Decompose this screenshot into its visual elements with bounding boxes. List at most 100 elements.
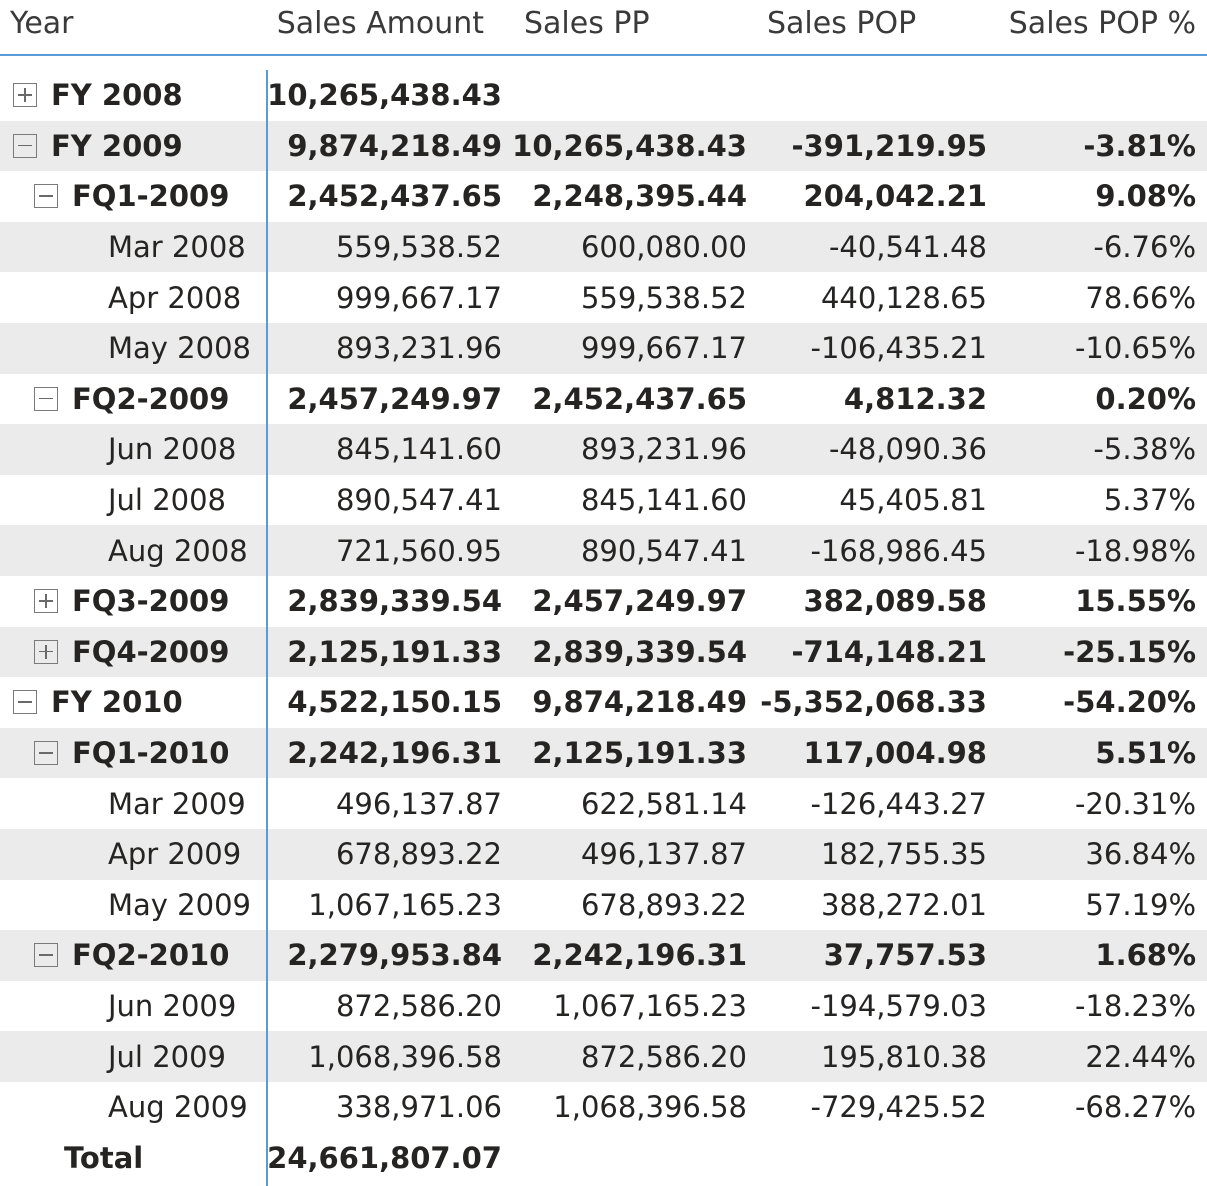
- cell-sales-pop: -391,219.95: [791, 128, 988, 163]
- cell-sales-amount: 10,265,438.43: [267, 78, 502, 113]
- row-label: FQ2-2009: [72, 381, 230, 416]
- cell-sales-pop-pct: 22.44%: [1085, 1039, 1196, 1074]
- collapse-minus-icon[interactable]: [34, 943, 58, 968]
- cell-sales-amount: 845,141.60: [335, 432, 502, 467]
- cell-sales-pp: 2,839,339.54: [532, 634, 747, 669]
- row-label: Apr 2009: [108, 837, 242, 872]
- row-label: Jun 2009: [108, 988, 237, 1023]
- collapse-minus-icon[interactable]: [34, 741, 58, 766]
- table-row: FQ3-2009 2,839,339.54 2,457,249.97 382,0…: [0, 576, 1207, 627]
- cell-sales-pop: -5,352,068.33: [760, 685, 987, 720]
- cell-sales-pp: 2,242,196.31: [532, 938, 747, 973]
- cell-sales-pop-pct: 36.84%: [1085, 837, 1196, 872]
- column-header-sales-amount[interactable]: Sales Amount: [276, 6, 484, 41]
- collapse-minus-icon[interactable]: [34, 184, 58, 209]
- cell-sales-pop-pct: -54.20%: [1063, 685, 1196, 720]
- cell-sales-pop: -194,579.03: [810, 988, 987, 1023]
- cell-sales-amount: 2,279,953.84: [287, 938, 502, 973]
- table-row: Apr 2009 678,893.22 496,137.87 182,755.3…: [0, 828, 1207, 880]
- cell-sales-pop-pct: 5.37%: [1103, 483, 1196, 518]
- cell-sales-pop: 45,405.81: [839, 483, 987, 518]
- row-label: FQ1-2009: [72, 179, 230, 214]
- cell-sales-amount: 338,971.06: [335, 1090, 502, 1125]
- cell-sales-pp: 1,067,165.23: [553, 988, 747, 1023]
- cell-sales-pop-pct: 0.20%: [1095, 381, 1196, 416]
- cell-sales-pop: 440,128.65: [820, 280, 987, 315]
- cell-sales-pop-pct: 5.51%: [1095, 736, 1196, 771]
- cell-sales-pop-pct: -25.15%: [1063, 634, 1196, 669]
- collapse-minus-icon[interactable]: [34, 386, 58, 411]
- cell-sales-amount: 721,560.95: [335, 533, 502, 568]
- cell-sales-pop: 182,755.35: [820, 837, 987, 872]
- cell-sales-pop: 117,004.98: [803, 736, 987, 771]
- cell-sales-amount: 2,839,339.54: [287, 584, 502, 619]
- expand-plus-icon[interactable]: [34, 589, 58, 614]
- collapse-minus-icon[interactable]: [13, 690, 37, 715]
- table-row: May 2009 1,067,165.23 678,893.22 388,272…: [0, 880, 1207, 931]
- table-row: FQ2-2010 2,279,953.84 2,242,196.31 37,75…: [0, 930, 1207, 981]
- row-label: FY 2009: [51, 128, 183, 163]
- cell-sales-pop-pct: -5.38%: [1093, 432, 1196, 467]
- cell-sales-pop: -126,443.27: [810, 786, 987, 821]
- cell-sales-amount: 872,586.20: [335, 988, 502, 1023]
- row-label: FY 2010: [51, 685, 183, 720]
- cell-sales-amount: 2,452,437.65: [287, 179, 502, 214]
- cell-sales-pp: 2,248,395.44: [532, 179, 747, 214]
- cell-sales-pop-pct: -3.81%: [1083, 128, 1196, 163]
- row-label: Mar 2009: [108, 786, 246, 821]
- cell-sales-amount: 4,522,150.15: [287, 685, 502, 720]
- cell-sales-pp: 845,141.60: [580, 483, 747, 518]
- table-row: Jul 2008 890,547.41 845,141.60 45,405.81…: [0, 475, 1207, 526]
- row-label: Jun 2008: [108, 432, 237, 467]
- row-label: FQ4-2009: [72, 634, 230, 669]
- expand-plus-icon[interactable]: [13, 83, 37, 108]
- row-label: FY 2008: [51, 78, 183, 113]
- cell-sales-pp: 999,667.17: [580, 331, 747, 366]
- cell-sales-amount: 1,067,165.23: [308, 887, 502, 922]
- cell-sales-amount: 2,242,196.31: [287, 736, 502, 771]
- cell-sales-pp: 2,452,437.65: [532, 381, 747, 416]
- cell-sales-pp: 1,068,396.58: [553, 1090, 747, 1125]
- cell-sales-pop: -729,425.52: [810, 1090, 987, 1125]
- cell-sales-pp: 496,137.87: [580, 837, 747, 872]
- cell-sales-pop-pct: -20.31%: [1074, 786, 1196, 821]
- row-label: FQ2-2010: [72, 938, 230, 973]
- table-row: FQ2-2009 2,457,249.97 2,452,437.65 4,812…: [0, 374, 1207, 425]
- column-header-sales-pp[interactable]: Sales PP: [524, 6, 650, 41]
- collapse-minus-icon[interactable]: [13, 133, 37, 158]
- column-header-row: Year Sales Amount Sales PP Sales POP Sal…: [0, 0, 1207, 56]
- cell-sales-pop: -48,090.36: [828, 432, 987, 467]
- cell-sales-amount: 2,457,249.97: [287, 381, 502, 416]
- cell-sales-pop-pct: 78.66%: [1085, 280, 1196, 315]
- row-label: Jul 2008: [108, 483, 227, 518]
- table-row: Aug 2009 338,971.06 1,068,396.58 -729,42…: [0, 1082, 1207, 1133]
- cell-sales-pop: 37,757.53: [823, 938, 987, 973]
- column-header-year[interactable]: Year: [10, 6, 74, 41]
- cell-sales-pop: 4,812.32: [843, 381, 987, 416]
- column-header-sales-pop-pct[interactable]: Sales POP %: [1008, 6, 1196, 41]
- cell-sales-pop-pct: 9.08%: [1095, 179, 1196, 214]
- cell-sales-amount: 1,068,396.58: [308, 1039, 502, 1074]
- cell-sales-pp: 10,265,438.43: [512, 128, 747, 163]
- cell-sales-pop: -106,435.21: [810, 331, 987, 366]
- table-row: Aug 2008 721,560.95 890,547.41 -168,986.…: [0, 525, 1207, 576]
- cell-sales-pp: 890,547.41: [580, 533, 747, 568]
- cell-sales-pop: 388,272.01: [820, 887, 987, 922]
- table-row: Mar 2008 559,538.52 600,080.00 -40,541.4…: [0, 221, 1207, 273]
- column-header-sales-pop[interactable]: Sales POP: [767, 6, 917, 41]
- cell-sales-pop: -40,541.48: [828, 230, 987, 265]
- cell-sales-pop: 204,042.21: [803, 179, 987, 214]
- cell-sales-amount: 893,231.96: [335, 331, 502, 366]
- table-row: FQ1-2010 2,242,196.31 2,125,191.33 117,0…: [0, 727, 1207, 779]
- cell-sales-amount: 2,125,191.33: [287, 634, 502, 669]
- cell-sales-pop-pct: -6.76%: [1093, 230, 1196, 265]
- table-row: Mar 2009 496,137.87 622,581.14 -126,443.…: [0, 778, 1207, 829]
- table-row: FY 2009 9,874,218.49 10,265,438.43 -391,…: [0, 120, 1207, 172]
- expand-plus-icon[interactable]: [34, 639, 58, 664]
- cell-sales-pp: 678,893.22: [580, 887, 747, 922]
- total-row: Total 24,661,807.07: [0, 1132, 1207, 1183]
- cell-sales-pp: 2,125,191.33: [532, 736, 747, 771]
- row-label: Mar 2008: [108, 230, 246, 265]
- cell-sales-pop: [747, 70, 987, 121]
